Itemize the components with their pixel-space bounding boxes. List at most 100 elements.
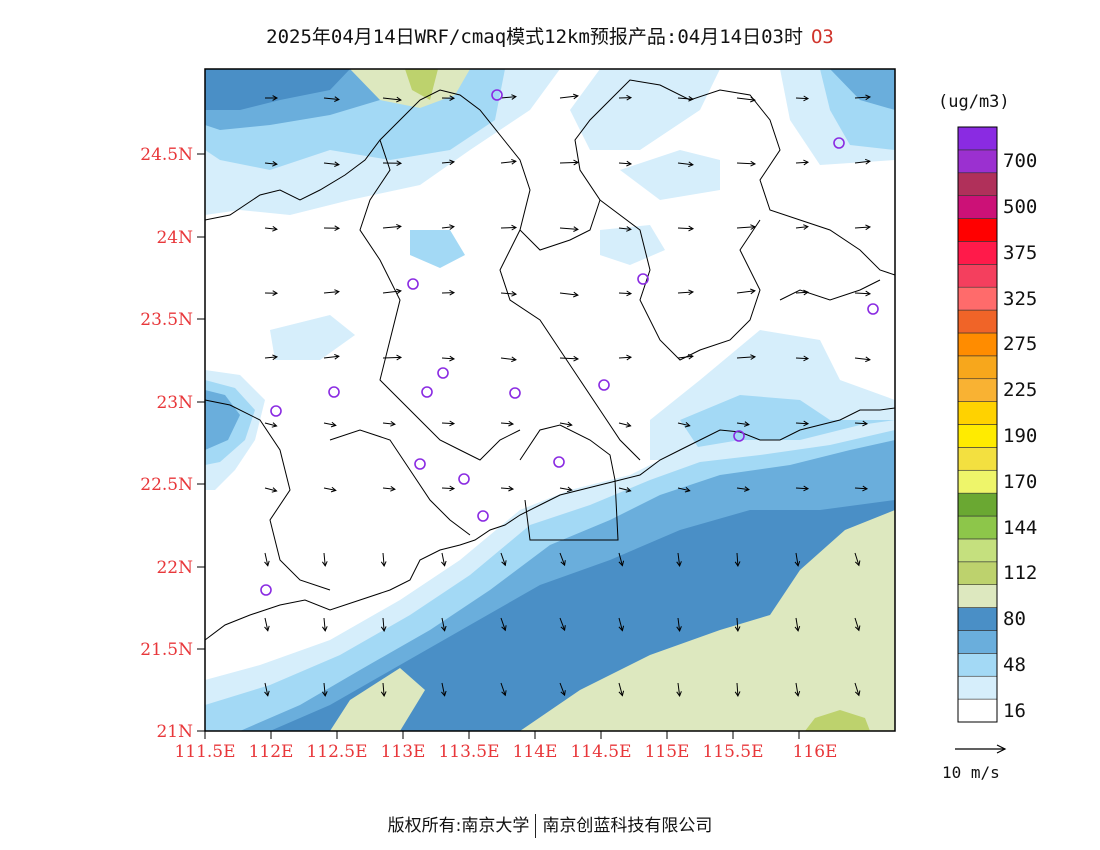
wind-vector <box>264 227 277 230</box>
wind-vector-head <box>396 96 402 103</box>
wind-reference-arrow <box>955 744 1007 754</box>
wind-vector <box>795 682 799 696</box>
x-axis-labels: 111.5E 112E 112.5E 113E 113.5E 114E 114.… <box>174 742 837 762</box>
wind-vector <box>500 487 514 490</box>
wind-vector <box>854 292 871 295</box>
wind-vector-head <box>734 691 741 698</box>
wind-vector <box>559 227 578 230</box>
y-tick-label: 24N <box>156 228 193 248</box>
wind-vector <box>382 487 395 490</box>
wind-vector <box>618 617 623 631</box>
wind-vector-head <box>573 93 579 100</box>
wind-vector <box>500 617 506 631</box>
wind-reference-label: 10 m/s <box>942 763 1000 782</box>
wind-vector <box>559 95 578 99</box>
wind-vector-head <box>321 626 328 632</box>
county-boundary-6 <box>519 424 619 541</box>
wind-vector-head <box>380 691 387 698</box>
wind-vector <box>323 617 326 631</box>
wind-vector-head <box>441 625 447 632</box>
legend-swatch <box>957 675 998 700</box>
y-tick-label: 24.5N <box>140 145 193 165</box>
wind-vector <box>323 355 339 359</box>
wind-vector <box>795 617 799 631</box>
wind-vector <box>854 96 871 99</box>
y-tick-label: 22N <box>156 558 193 578</box>
wind-vector-head <box>618 625 625 632</box>
province-boundary <box>204 79 896 276</box>
wind-vector-head <box>573 355 580 362</box>
wind-vector <box>677 355 693 359</box>
wind-vector-head <box>272 225 278 232</box>
station-marker <box>553 456 565 468</box>
wind-vector-head <box>560 560 566 567</box>
station-marker <box>328 386 340 398</box>
wind-vector-head <box>676 691 682 697</box>
wind-vector-head <box>794 560 801 567</box>
wind-vector-head <box>684 422 691 428</box>
wind-vector-head <box>744 421 750 427</box>
station-marker <box>270 405 282 417</box>
wind-vector <box>618 552 623 566</box>
legend-swatch <box>957 172 998 196</box>
station-marker <box>260 584 272 596</box>
wind-vector-head <box>271 422 278 428</box>
station-markers <box>260 89 879 596</box>
wind-vector-head <box>803 224 809 230</box>
wind-vector-head <box>321 691 328 697</box>
wind-vector <box>441 357 455 360</box>
wind-vector-head <box>560 625 566 632</box>
wind-vector-head <box>511 356 517 363</box>
x-tick-label: 113.5E <box>438 742 499 762</box>
legend-label: 48 <box>1003 653 1026 676</box>
wind-vector-head <box>750 224 757 230</box>
wind-vector-head <box>626 94 633 101</box>
wind-vector-head <box>626 354 633 361</box>
wind-vector-head <box>794 690 801 697</box>
wind-vector <box>500 227 517 229</box>
wind-vector-head <box>449 485 456 492</box>
wind-vector-head <box>865 158 871 165</box>
wind-vector <box>323 682 326 696</box>
x-tick-label: 114.5E <box>570 742 631 762</box>
legend-swatch <box>957 584 998 608</box>
wind-vector <box>559 552 566 566</box>
wind-vector-head <box>334 225 341 232</box>
x-tick-label: 111.5E <box>174 742 235 762</box>
station-marker <box>414 458 426 470</box>
legend-swatch <box>957 630 998 654</box>
wind-vector-head <box>321 561 328 567</box>
wind-vector <box>677 162 693 166</box>
wind-vector <box>736 290 755 294</box>
wind-vector-head <box>803 485 810 492</box>
wind-vector <box>736 226 756 229</box>
county-boundary-5 <box>329 429 471 536</box>
wind-vector <box>441 487 455 490</box>
wind-vector <box>441 226 454 229</box>
wind-vector-head <box>573 159 580 166</box>
station-marker <box>637 273 649 285</box>
wind-vector-head <box>626 226 632 232</box>
wind-vector-head <box>676 626 682 632</box>
y-tick-label: 21.5N <box>140 640 193 660</box>
footer-right: 南京创蓝科技有限公司 <box>542 816 713 836</box>
wind-vector-head <box>573 291 579 298</box>
wind-vector-head <box>449 355 456 362</box>
wind-vector-head <box>271 487 278 493</box>
wind-vector-head <box>734 626 741 633</box>
wind-vector <box>677 227 694 230</box>
wind-vector <box>736 422 749 426</box>
wind-vector-head <box>688 353 694 360</box>
legend-swatch <box>957 241 998 265</box>
wind-vector <box>500 160 516 164</box>
title-text: 2025年04月14日WRF/cmaq模式12km预报产品:04月14日03时 <box>266 26 803 48</box>
wind-vector-head <box>449 420 456 427</box>
station-marker <box>407 278 419 290</box>
wind-vector <box>618 292 632 295</box>
legend-label: 80 <box>1003 608 1026 630</box>
legend-label: 225 <box>1003 379 1038 402</box>
wind-vector-head <box>573 226 579 232</box>
axis-ticks <box>197 153 800 739</box>
wind-vector-head <box>441 560 447 567</box>
wind-vector <box>559 682 566 696</box>
